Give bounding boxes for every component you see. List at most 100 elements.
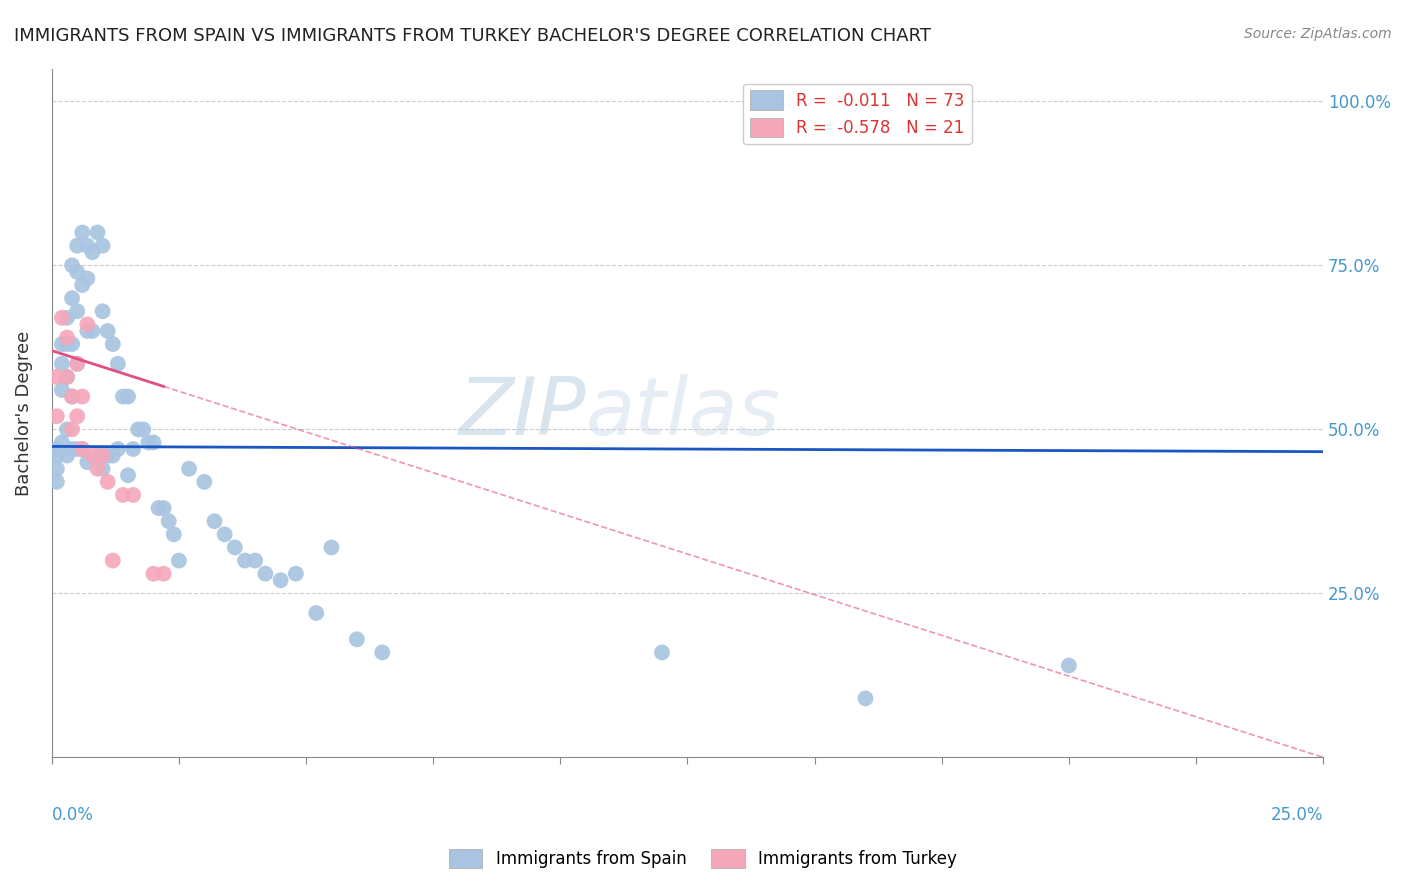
Point [157, 514, 180, 528]
Point [371, 645, 394, 659]
Point [132, 422, 155, 436]
Point [56, 337, 79, 351]
Point [91, 449, 114, 463]
Point [97, 449, 120, 463]
Point [91, 238, 114, 252]
Point [60, 291, 83, 305]
Point [97, 324, 120, 338]
Point [76, 238, 98, 252]
Point [122, 488, 145, 502]
Point [284, 566, 307, 581]
Point [117, 468, 139, 483]
Point [127, 422, 149, 436]
Point [243, 553, 266, 567]
Point [56, 370, 79, 384]
Point [51, 383, 73, 397]
Point [224, 541, 246, 555]
Point [51, 357, 73, 371]
Text: atlas: atlas [586, 374, 780, 452]
Text: 0.0%: 0.0% [52, 805, 94, 823]
Point [91, 461, 114, 475]
Point [45, 370, 67, 384]
Point [45, 442, 67, 456]
Point [82, 449, 104, 463]
Point [76, 455, 98, 469]
Point [346, 632, 368, 647]
Point [142, 435, 165, 450]
Point [45, 409, 67, 424]
Point [152, 501, 174, 516]
Point [45, 475, 67, 489]
Point [107, 442, 129, 456]
Point [86, 449, 108, 463]
Point [117, 390, 139, 404]
Legend: Immigrants from Spain, Immigrants from Turkey: Immigrants from Spain, Immigrants from T… [443, 842, 963, 875]
Point [72, 442, 94, 456]
Point [72, 390, 94, 404]
Point [60, 422, 83, 436]
Point [60, 390, 83, 404]
Point [60, 442, 83, 456]
Point [86, 226, 108, 240]
Point [91, 304, 114, 318]
Point [56, 310, 79, 325]
Point [111, 390, 134, 404]
Text: ZIP: ZIP [458, 374, 586, 452]
Point [66, 357, 89, 371]
Point [60, 390, 83, 404]
Point [72, 278, 94, 293]
Point [72, 226, 94, 240]
Point [66, 265, 89, 279]
Point [204, 514, 226, 528]
Point [233, 553, 256, 567]
Point [97, 475, 120, 489]
Point [163, 527, 186, 541]
Point [167, 553, 190, 567]
Text: 25.0%: 25.0% [1271, 805, 1323, 823]
Point [66, 304, 89, 318]
Text: Source: ZipAtlas.com: Source: ZipAtlas.com [1244, 27, 1392, 41]
Point [214, 527, 236, 541]
Point [270, 574, 292, 588]
Point [82, 324, 104, 338]
Point [51, 310, 73, 325]
Text: IMMIGRANTS FROM SPAIN VS IMMIGRANTS FROM TURKEY BACHELOR'S DEGREE CORRELATION CH: IMMIGRANTS FROM SPAIN VS IMMIGRANTS FROM… [14, 27, 931, 45]
Point [101, 337, 124, 351]
Point [45, 461, 67, 475]
Point [148, 501, 170, 516]
Point [138, 435, 160, 450]
Point [45, 449, 67, 463]
Point [66, 357, 89, 371]
Point [66, 442, 89, 456]
Point [60, 258, 83, 272]
Point [51, 435, 73, 450]
Point [60, 337, 83, 351]
Point [122, 442, 145, 456]
Point [72, 442, 94, 456]
Point [76, 271, 98, 285]
Point [76, 324, 98, 338]
Point [56, 330, 79, 344]
Point [51, 337, 73, 351]
Point [66, 409, 89, 424]
Point [107, 357, 129, 371]
Point [101, 553, 124, 567]
Point [193, 475, 215, 489]
Y-axis label: Bachelor's Degree: Bachelor's Degree [15, 330, 32, 496]
Point [305, 606, 328, 620]
Point [56, 449, 79, 463]
Point [1057, 658, 1080, 673]
Point [177, 461, 200, 475]
Point [152, 566, 174, 581]
Point [321, 541, 343, 555]
Point [76, 318, 98, 332]
Legend: R =  -0.011   N = 73, R =  -0.578   N = 21: R = -0.011 N = 73, R = -0.578 N = 21 [744, 84, 972, 144]
Point [111, 488, 134, 502]
Point [56, 370, 79, 384]
Point [254, 566, 277, 581]
Point [142, 566, 165, 581]
Point [651, 645, 673, 659]
Point [101, 449, 124, 463]
Point [86, 461, 108, 475]
Point [82, 245, 104, 260]
